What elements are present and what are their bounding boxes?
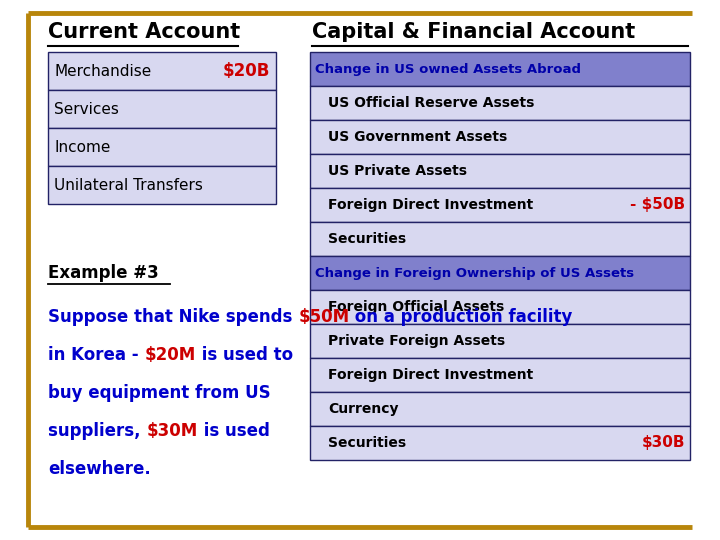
Text: Change in US owned Assets Abroad: Change in US owned Assets Abroad <box>315 63 581 76</box>
Bar <box>48 128 276 166</box>
Text: Income: Income <box>54 139 110 154</box>
Text: buy equipment from US: buy equipment from US <box>48 384 271 402</box>
Text: $20M: $20M <box>145 346 196 364</box>
Text: $30M: $30M <box>146 422 197 440</box>
Text: Current Account: Current Account <box>48 22 240 42</box>
Text: - $50B: - $50B <box>630 198 685 213</box>
Text: Capital & Financial Account: Capital & Financial Account <box>312 22 635 42</box>
Text: Private Foreign Assets: Private Foreign Assets <box>328 334 505 348</box>
Text: US Official Reserve Assets: US Official Reserve Assets <box>328 96 534 110</box>
Text: US Government Assets: US Government Assets <box>328 130 508 144</box>
Text: suppliers,: suppliers, <box>48 422 146 440</box>
Text: elsewhere.: elsewhere. <box>48 460 150 478</box>
Text: on a production facility: on a production facility <box>349 308 572 326</box>
Bar <box>48 90 276 128</box>
Bar <box>310 188 690 222</box>
Text: Securities: Securities <box>328 232 406 246</box>
Bar <box>310 426 690 460</box>
Text: $20B: $20B <box>222 62 270 80</box>
Text: Suppose that Nike spends: Suppose that Nike spends <box>48 308 298 326</box>
Bar <box>48 166 276 204</box>
Bar <box>310 358 690 392</box>
Bar <box>310 222 690 256</box>
Text: Services: Services <box>54 102 119 117</box>
Text: Foreign Direct Investment: Foreign Direct Investment <box>328 368 534 382</box>
Bar <box>310 86 690 120</box>
Text: Currency: Currency <box>328 402 398 416</box>
Text: Change in Foreign Ownership of US Assets: Change in Foreign Ownership of US Assets <box>315 267 634 280</box>
Text: Foreign Official Assets: Foreign Official Assets <box>328 300 504 314</box>
Text: Securities: Securities <box>328 436 406 450</box>
Text: $30B: $30B <box>642 435 685 450</box>
Text: in Korea -: in Korea - <box>48 346 145 364</box>
Bar <box>310 154 690 188</box>
Bar <box>310 120 690 154</box>
Bar <box>310 392 690 426</box>
Text: Merchandise: Merchandise <box>54 64 151 78</box>
Bar <box>310 290 690 324</box>
Bar <box>310 52 690 86</box>
Text: Example #3: Example #3 <box>48 264 158 282</box>
Bar <box>310 324 690 358</box>
Bar <box>48 52 276 90</box>
Text: is used: is used <box>197 422 269 440</box>
Text: US Private Assets: US Private Assets <box>328 164 467 178</box>
Text: $50M: $50M <box>298 308 349 326</box>
Text: Foreign Direct Investment: Foreign Direct Investment <box>328 198 534 212</box>
Text: is used to: is used to <box>196 346 293 364</box>
Text: Unilateral Transfers: Unilateral Transfers <box>54 178 203 192</box>
Bar <box>310 256 690 290</box>
